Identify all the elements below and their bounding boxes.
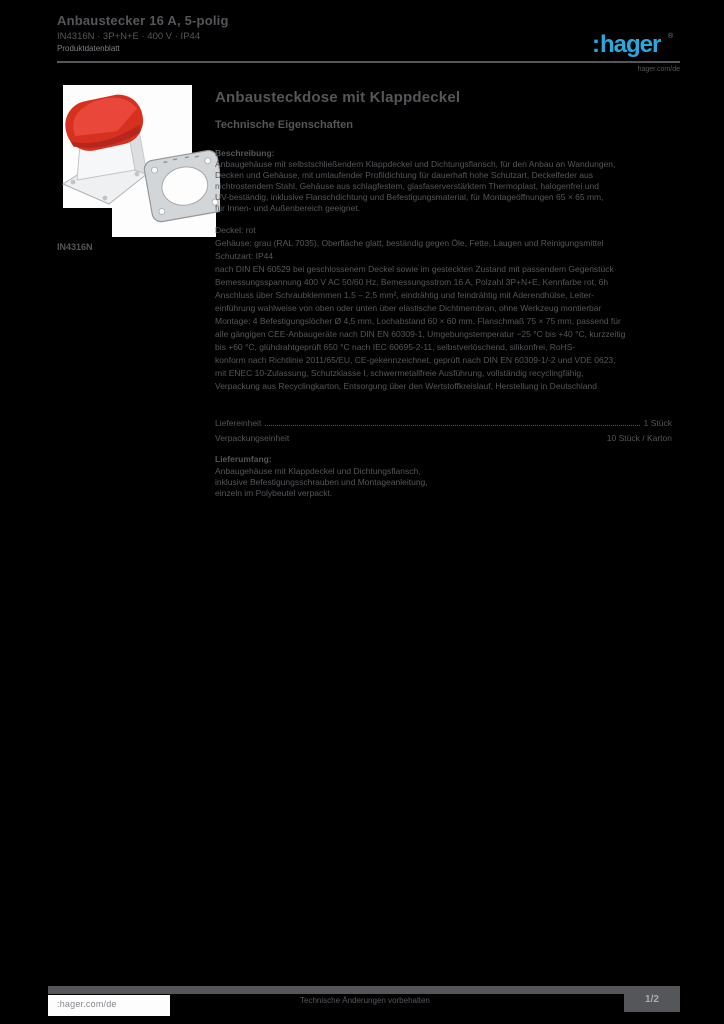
description-line: für Innen- und Außenbereich geeignet.	[215, 203, 361, 213]
scope-paragraph: Anbaugehäuse mit Klappdeckel und Dichtun…	[215, 466, 485, 499]
page-title: Anbausteckdose mit Klappdeckel	[215, 89, 461, 106]
hager-logo: :hager	[592, 31, 661, 59]
page-indicator-text: 1/2	[645, 993, 659, 1005]
footer-site-box	[48, 995, 170, 1016]
spec-line: Schutzart: IP44	[215, 251, 274, 261]
dot-leader	[265, 425, 640, 426]
delivery-label: Liefereinheit	[215, 418, 262, 428]
page-indicator: 1/2	[624, 986, 680, 1012]
product-ref-label: IN4316N	[57, 242, 93, 252]
description-line: UV-beständig, inklusive Flanschdichtung …	[215, 192, 604, 202]
description-line: Anbaugehäuse mit selbstschließendem Klap…	[215, 159, 616, 169]
spec-line: Bemessungsspannung 400 V AC 50/60 Hz, Be…	[215, 277, 609, 287]
spec-line: bis +60 °C, glühdrahtgeprüft 650 °C nach…	[215, 342, 576, 352]
spec-line: alle gängigen CEE-Anbaugeräte nach DIN E…	[215, 329, 626, 339]
logo-wordmark: hager	[600, 31, 661, 58]
scope-line: inklusive Befestigungsschrauben und Mont…	[215, 477, 428, 487]
delivery-row: Verpackungseinheit 10 Stück / Karton	[215, 428, 672, 443]
scope-line: einzeln im Polybeutel verpackt.	[215, 488, 333, 498]
footer-bar	[48, 986, 624, 994]
spec-line: einführung wahlweise von oben oder unten…	[215, 303, 602, 313]
spec-line: Verpackung aus Recyclingkarton, Entsorgu…	[215, 381, 597, 391]
spec-list: Deckel: rot Gehäuse: grau (RAL 7035), Ob…	[215, 224, 672, 393]
section-heading: Technische Eigenschaften	[215, 119, 353, 131]
gasket-illustration	[143, 149, 220, 223]
header-rule	[57, 61, 680, 63]
spec-line: mit ENEC 10-Zulassung, Schutzklasse I, s…	[215, 368, 584, 378]
scope-heading: Lieferumfang:	[215, 454, 272, 464]
product-photo	[61, 94, 220, 223]
delivery-row: Liefereinheit 1 Stück	[215, 413, 672, 428]
header-product-line: Anbaustecker 16 A, 5-polig	[57, 13, 229, 28]
description-line: nichtrostendem Stahl, Gehäuse aus schlag…	[215, 181, 599, 191]
spec-line: nach DIN EN 60529 bei geschlossenem Deck…	[215, 264, 614, 274]
registered-trademark-icon: ®	[668, 33, 674, 40]
spec-line: Deckel: rot	[215, 225, 256, 235]
delivery-label: Verpackungseinheit	[215, 433, 290, 443]
logo-colon: :	[592, 31, 600, 58]
scope-line: Anbaugehäuse mit Klappdeckel und Dichtun…	[215, 466, 421, 476]
delivery-value: 10 Stück / Karton	[606, 433, 672, 443]
footer-site-link[interactable]: :hager.com/de	[57, 999, 117, 1009]
header-doc-type: Produktdatenblatt	[57, 44, 120, 53]
spec-line: konform nach Richtlinie 2011/65/EU, CE-g…	[215, 355, 616, 365]
spec-line: Gehäuse: grau (RAL 7035), Oberfläche gla…	[215, 238, 604, 248]
description-paragraph: Anbaugehäuse mit selbstschließendem Klap…	[215, 159, 672, 214]
delivery-value: 1 Stück	[643, 418, 672, 428]
description-heading: Beschreibung:	[215, 148, 275, 158]
device-illustration	[61, 94, 149, 205]
spec-line: Montage: 4 Befestigungslöcher Ø 4,5 mm, …	[215, 316, 621, 326]
footer-note: Technische Änderungen vorbehalten	[300, 996, 430, 1005]
spec-line: Anschluss über Schraubklemmen 1,5 – 2,5 …	[215, 290, 594, 300]
header-rule-note: hager.com/de	[637, 66, 680, 73]
header-ref-line: IN4316N · 3P+N+E · 400 V · IP44	[57, 31, 201, 42]
delivery-table: Liefereinheit 1 Stück Verpackungseinheit…	[215, 413, 672, 443]
description-line: Decken und Gehäuse, mit umlaufender Prof…	[215, 170, 593, 180]
